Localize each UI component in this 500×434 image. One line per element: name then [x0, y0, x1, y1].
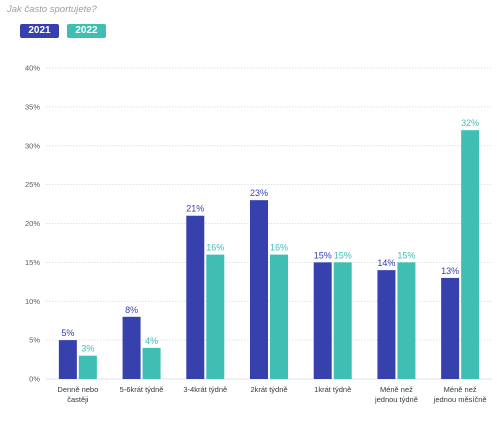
y-tick-label: 5% [29, 336, 40, 345]
bar-2021-1 [122, 316, 141, 379]
data-label-2022-2: 16% [206, 243, 224, 253]
bar-2022-4 [333, 262, 352, 379]
grid-layer [46, 67, 492, 380]
data-label-2021-6: 13% [441, 266, 459, 276]
bar-2022-1 [142, 347, 161, 379]
y-tick-label: 25% [25, 180, 40, 189]
y-tick-label: 15% [25, 258, 40, 267]
data-label-2022-6: 32% [461, 118, 479, 128]
bar-2021-0 [58, 340, 77, 379]
data-label-2021-3: 23% [250, 188, 268, 198]
legend: 2021 2022 [20, 24, 106, 38]
legend-item-2022[interactable]: 2022 [67, 24, 106, 38]
bar-2022-0 [78, 355, 97, 379]
bar-2021-4 [313, 262, 332, 379]
data-label-2022-0: 3% [81, 344, 94, 354]
bar-2022-5 [397, 262, 416, 379]
bar-2021-6 [441, 277, 460, 379]
data-label-2022-1: 4% [145, 336, 158, 346]
label-layer: 0% 5% 10% 15% 20% 25% 30% 35% 40% 5% 3% Denně nebo č… [25, 64, 487, 405]
y-tick-label: 30% [25, 141, 40, 150]
legend-item-2021[interactable]: 2021 [20, 24, 59, 38]
data-label-2021-2: 21% [186, 204, 204, 214]
y-tick-label: 20% [25, 219, 40, 228]
bar-2021-5 [377, 270, 396, 379]
x-category-label: 3-4krát týdně [183, 385, 227, 394]
x-category-label: 5-6krát týdně [120, 385, 164, 394]
bar-2022-3 [270, 254, 288, 379]
data-label-2021-4: 15% [314, 250, 332, 260]
y-tick-label: 0% [29, 375, 40, 384]
bar-2022-2 [206, 254, 225, 379]
data-label-2022-4: 15% [334, 250, 352, 260]
data-label-2021-5: 14% [377, 258, 395, 268]
x-category-label: Méně než jednou měsíčně [433, 385, 487, 404]
bar-2021-3 [250, 200, 268, 379]
y-tick-label: 10% [25, 297, 40, 306]
bar-2022-6 [461, 130, 480, 379]
chart-question: Jak často sportujete? [7, 4, 97, 15]
data-label-2021-1: 8% [125, 305, 138, 315]
bar-2021-2 [186, 215, 205, 379]
bar-layer [58, 130, 480, 379]
data-label-2021-0: 5% [61, 328, 74, 338]
data-label-2022-5: 15% [397, 250, 415, 260]
y-tick-label: 35% [25, 102, 40, 111]
x-category-label: 2krát týdně [250, 385, 287, 394]
y-tick-label: 40% [25, 64, 40, 73]
x-category-label: Méně než jednou týdně [374, 385, 418, 404]
x-category-label: Denně nebo častěji [57, 385, 98, 404]
x-category-label: 1krát týdně [314, 385, 351, 394]
data-label-2022-3: 16% [270, 243, 288, 253]
